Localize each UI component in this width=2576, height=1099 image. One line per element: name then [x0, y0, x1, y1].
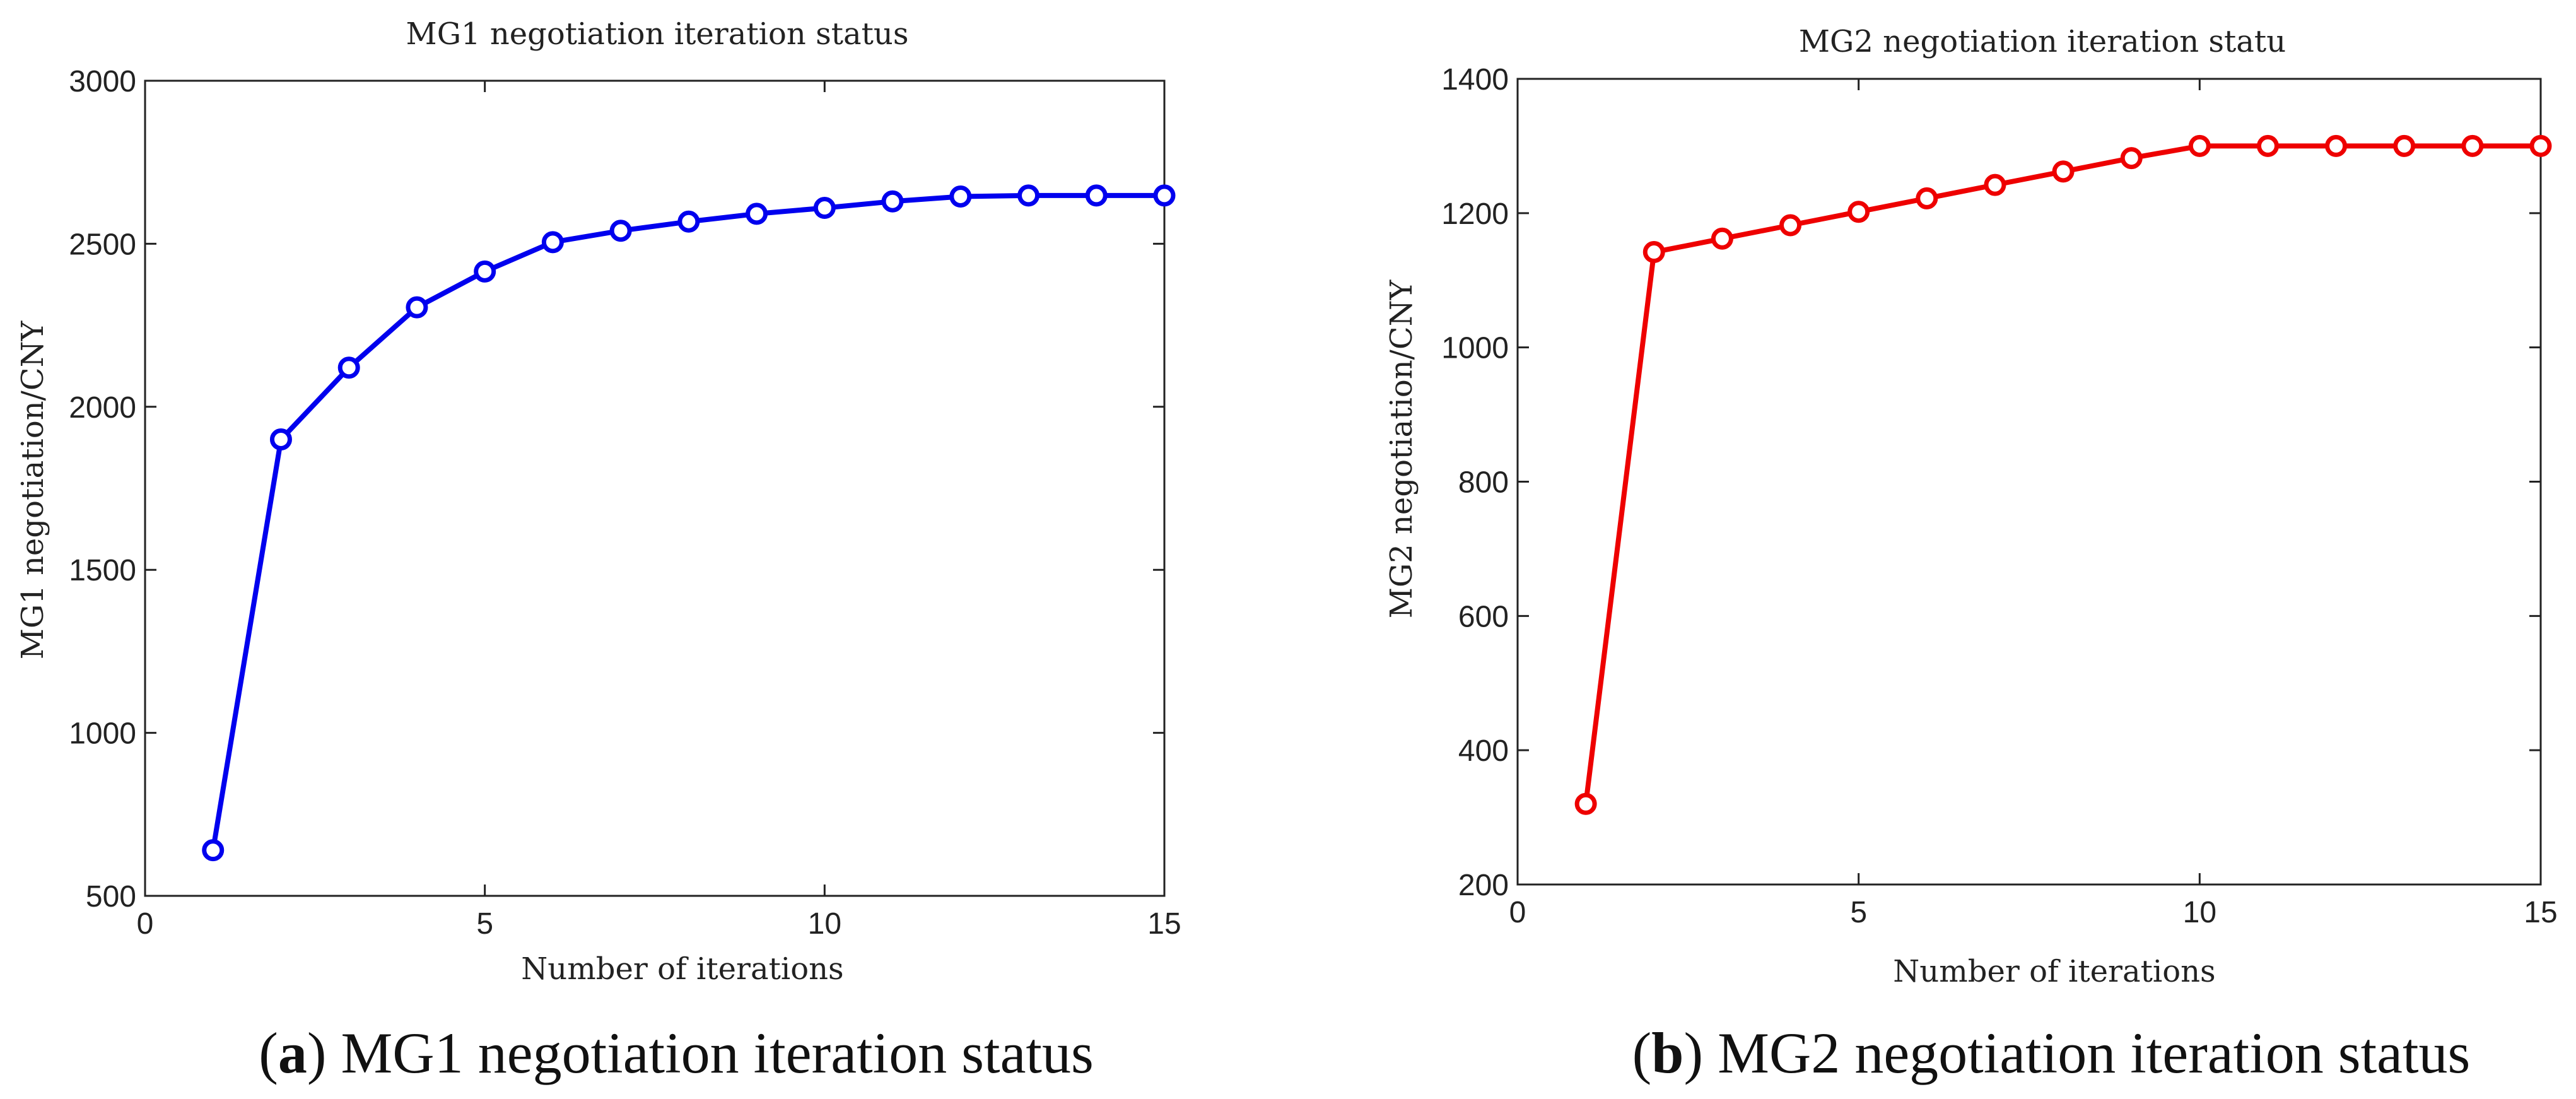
- x-tick-label: 5: [1850, 896, 1867, 929]
- caption-text: MG1 negotiation iteration status: [327, 1021, 1094, 1085]
- y-tick-label: 1000: [1441, 332, 1509, 365]
- caption-text: MG2 negotiation iteration status: [1703, 1021, 2470, 1085]
- x-tick-label: 0: [1509, 896, 1526, 929]
- data-point: [746, 203, 768, 225]
- y-tick-label: 200: [1458, 869, 1509, 902]
- chart-title: MG2 negotiation iteration statu: [1799, 24, 2286, 59]
- chart-panel-mg1: MG1 negotiation iteration status Number …: [15, 16, 1181, 1085]
- data-point: [2393, 134, 2416, 157]
- data-point: [1916, 187, 1938, 209]
- figure-caption: (b) MG2 negotiation iteration status: [1632, 1021, 2471, 1085]
- x-tick-label: 10: [2183, 896, 2216, 929]
- chart-title: MG1 negotiation iteration status: [406, 16, 909, 52]
- data-point: [337, 356, 360, 379]
- data-point: [2325, 134, 2348, 157]
- y-tick-label: 1200: [1441, 197, 1509, 231]
- data-point: [2529, 134, 2552, 157]
- y-axis-label: MG1 negotiation/CNY: [15, 320, 50, 659]
- y-tick-label: 1000: [69, 717, 136, 751]
- data-point: [2461, 134, 2484, 157]
- axes: 0 5 10 15 500 1000 1500 2000 2500 3000: [69, 65, 1181, 941]
- data-point: [2256, 134, 2279, 157]
- figure-caption: (a) MG1 negotiation iteration status: [259, 1021, 1094, 1085]
- data-point: [202, 839, 225, 862]
- data-point: [881, 190, 904, 213]
- data-point: [2052, 160, 2075, 183]
- data-point: [1574, 792, 1597, 815]
- x-tick-label: 0: [137, 907, 154, 941]
- data-point: [1711, 227, 1733, 250]
- plot-frame: [144, 79, 1166, 897]
- data-point: [1847, 201, 1870, 223]
- chart-panel-mg2: MG2 negotiation iteration statu Number o…: [1384, 24, 2558, 1085]
- x-tick-label: 15: [2524, 896, 2557, 929]
- data-point: [2188, 134, 2211, 157]
- y-tick-label: 500: [86, 880, 136, 914]
- y-tick-label: 1400: [1441, 63, 1509, 97]
- y-axis-label: MG2 negotiation/CNY: [1384, 279, 1419, 618]
- y-tick-label: 2000: [69, 391, 136, 425]
- data-series: [202, 184, 1176, 862]
- x-axis-label: Number of iterations: [1893, 954, 2215, 989]
- plot-frame: [1516, 78, 2542, 886]
- data-point: [1984, 173, 2006, 196]
- data-point: [677, 210, 700, 233]
- caption-label: a: [278, 1021, 307, 1085]
- y-tick-label: 1500: [69, 554, 136, 587]
- data-point: [1085, 184, 1108, 207]
- data-point: [474, 260, 496, 283]
- data-point: [1642, 241, 1665, 264]
- x-tick-label: 15: [1147, 907, 1181, 941]
- data-point: [1017, 184, 1040, 207]
- x-axis-label: Number of iterations: [521, 951, 843, 987]
- data-point: [269, 428, 292, 450]
- x-tick-label: 5: [476, 907, 493, 941]
- data-point: [1779, 214, 1802, 237]
- axes: 0 5 10 15 200 400 600 800 1000 1200 1400: [1441, 63, 2557, 929]
- x-tick-label: 10: [808, 907, 841, 941]
- y-tick-label: 800: [1458, 466, 1509, 500]
- y-tick-label: 400: [1458, 734, 1509, 768]
- series-line: [210, 192, 1164, 851]
- data-point: [406, 296, 428, 319]
- data-point: [541, 231, 564, 254]
- y-tick-label: 600: [1458, 600, 1509, 633]
- data-point: [949, 185, 972, 208]
- y-tick-label: 2500: [69, 228, 136, 261]
- y-tick-label: 3000: [69, 65, 136, 98]
- data-point: [1153, 184, 1176, 207]
- data-series: [1574, 134, 2552, 815]
- data-point: [813, 197, 836, 220]
- data-point: [2120, 147, 2143, 170]
- data-point: [609, 220, 632, 242]
- caption-label: b: [1651, 1021, 1683, 1085]
